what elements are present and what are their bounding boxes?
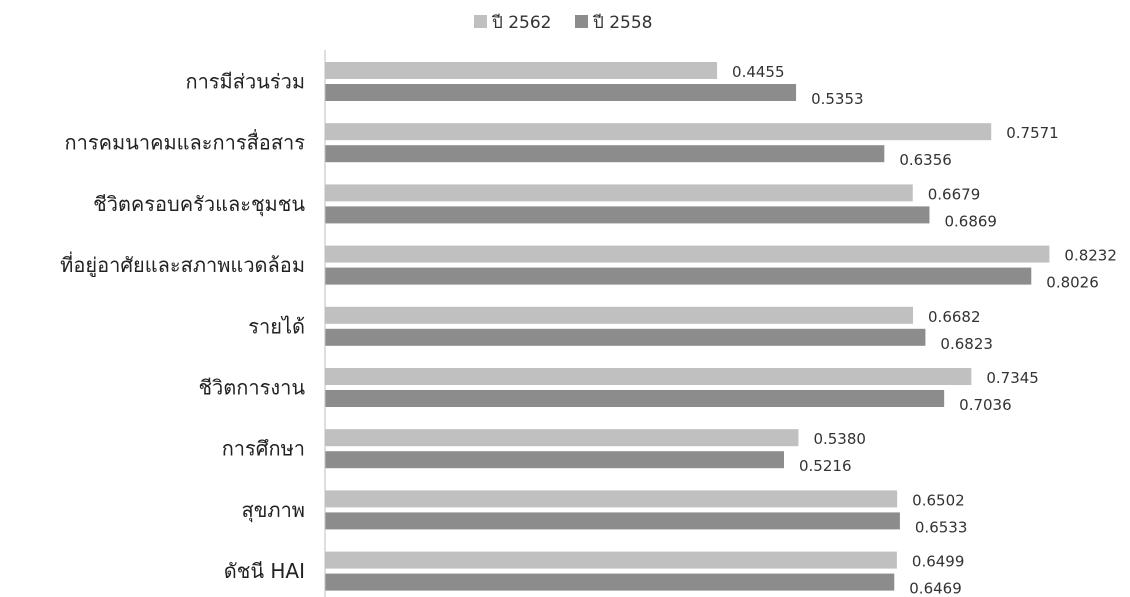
bars (325, 62, 1050, 591)
value-label-1-5: 0.7036 (959, 396, 1012, 414)
bar-1-7 (325, 512, 900, 530)
legend-label-0: ปี 2562 (491, 13, 551, 33)
bar-1-3 (325, 267, 1032, 285)
bar-0-6 (325, 429, 799, 447)
bar-0-3 (325, 245, 1050, 263)
legend-swatch-0 (474, 15, 487, 28)
bar-1-1 (325, 145, 885, 163)
category-label-6: การศึกษา (222, 437, 305, 461)
value-label-1-8: 0.6469 (909, 580, 962, 597)
value-label-1-1: 0.6356 (899, 151, 952, 169)
value-label-1-2: 0.6869 (944, 212, 997, 230)
category-labels: การมีส่วนร่วมการคมนาคมและการสื่อสารชีวิต… (60, 70, 305, 584)
category-label-7: สุขภาพ (242, 498, 305, 523)
legend: ปี 2562 ปี 2558 (474, 13, 652, 33)
bar-1-8 (325, 573, 895, 591)
bar-0-7 (325, 490, 898, 508)
bar-1-5 (325, 390, 945, 407)
value-label-0-5: 0.7345 (986, 369, 1039, 387)
bar-0-0 (325, 62, 718, 79)
bar-1-6 (325, 451, 785, 469)
value-label-0-2: 0.6679 (928, 185, 981, 203)
value-label-0-8: 0.6499 (912, 553, 965, 571)
value-label-0-4: 0.6682 (928, 308, 981, 326)
value-label-0-1: 0.7571 (1006, 124, 1059, 142)
value-label-0-0: 0.4455 (732, 63, 785, 81)
bar-0-8 (325, 551, 897, 569)
category-label-5: ชีวิตการงาน (198, 376, 305, 400)
bar-0-4 (325, 306, 914, 324)
bar-0-1 (325, 123, 992, 141)
legend-swatch-1 (575, 15, 588, 28)
bar-1-2 (325, 206, 930, 224)
legend-label-1: ปี 2558 (592, 13, 652, 33)
category-label-4: รายได้ (248, 314, 305, 338)
value-label-1-3: 0.8026 (1046, 274, 1099, 292)
value-label-0-3: 0.8232 (1064, 247, 1117, 265)
value-label-1-4: 0.6823 (940, 335, 993, 353)
value-label-1-6: 0.5216 (799, 457, 852, 475)
value-label-1-7: 0.6533 (915, 518, 968, 536)
category-label-8: ดัชนี HAI (224, 559, 305, 583)
value-label-0-6: 0.5380 (813, 430, 866, 448)
category-label-1: การคมนาคมและการสื่อสาร (65, 129, 306, 155)
bar-0-5 (325, 368, 972, 385)
category-label-0: การมีส่วนร่วม (185, 70, 305, 94)
category-label-3: ที่อยู่อาศัยและสภาพแวดล้อม (60, 251, 305, 278)
value-label-0-7: 0.6502 (912, 491, 965, 509)
bar-1-0 (325, 84, 797, 101)
value-label-1-0: 0.5353 (811, 90, 864, 108)
category-label-2: ชีวิตครอบครัวและชุมชน (93, 192, 305, 217)
bar-0-2 (325, 184, 913, 202)
value-labels: 0.4455 0.5353 0.7571 0.6356 0.6679 0.6869 0.82… (732, 63, 1117, 597)
bar-1-4 (325, 328, 926, 346)
